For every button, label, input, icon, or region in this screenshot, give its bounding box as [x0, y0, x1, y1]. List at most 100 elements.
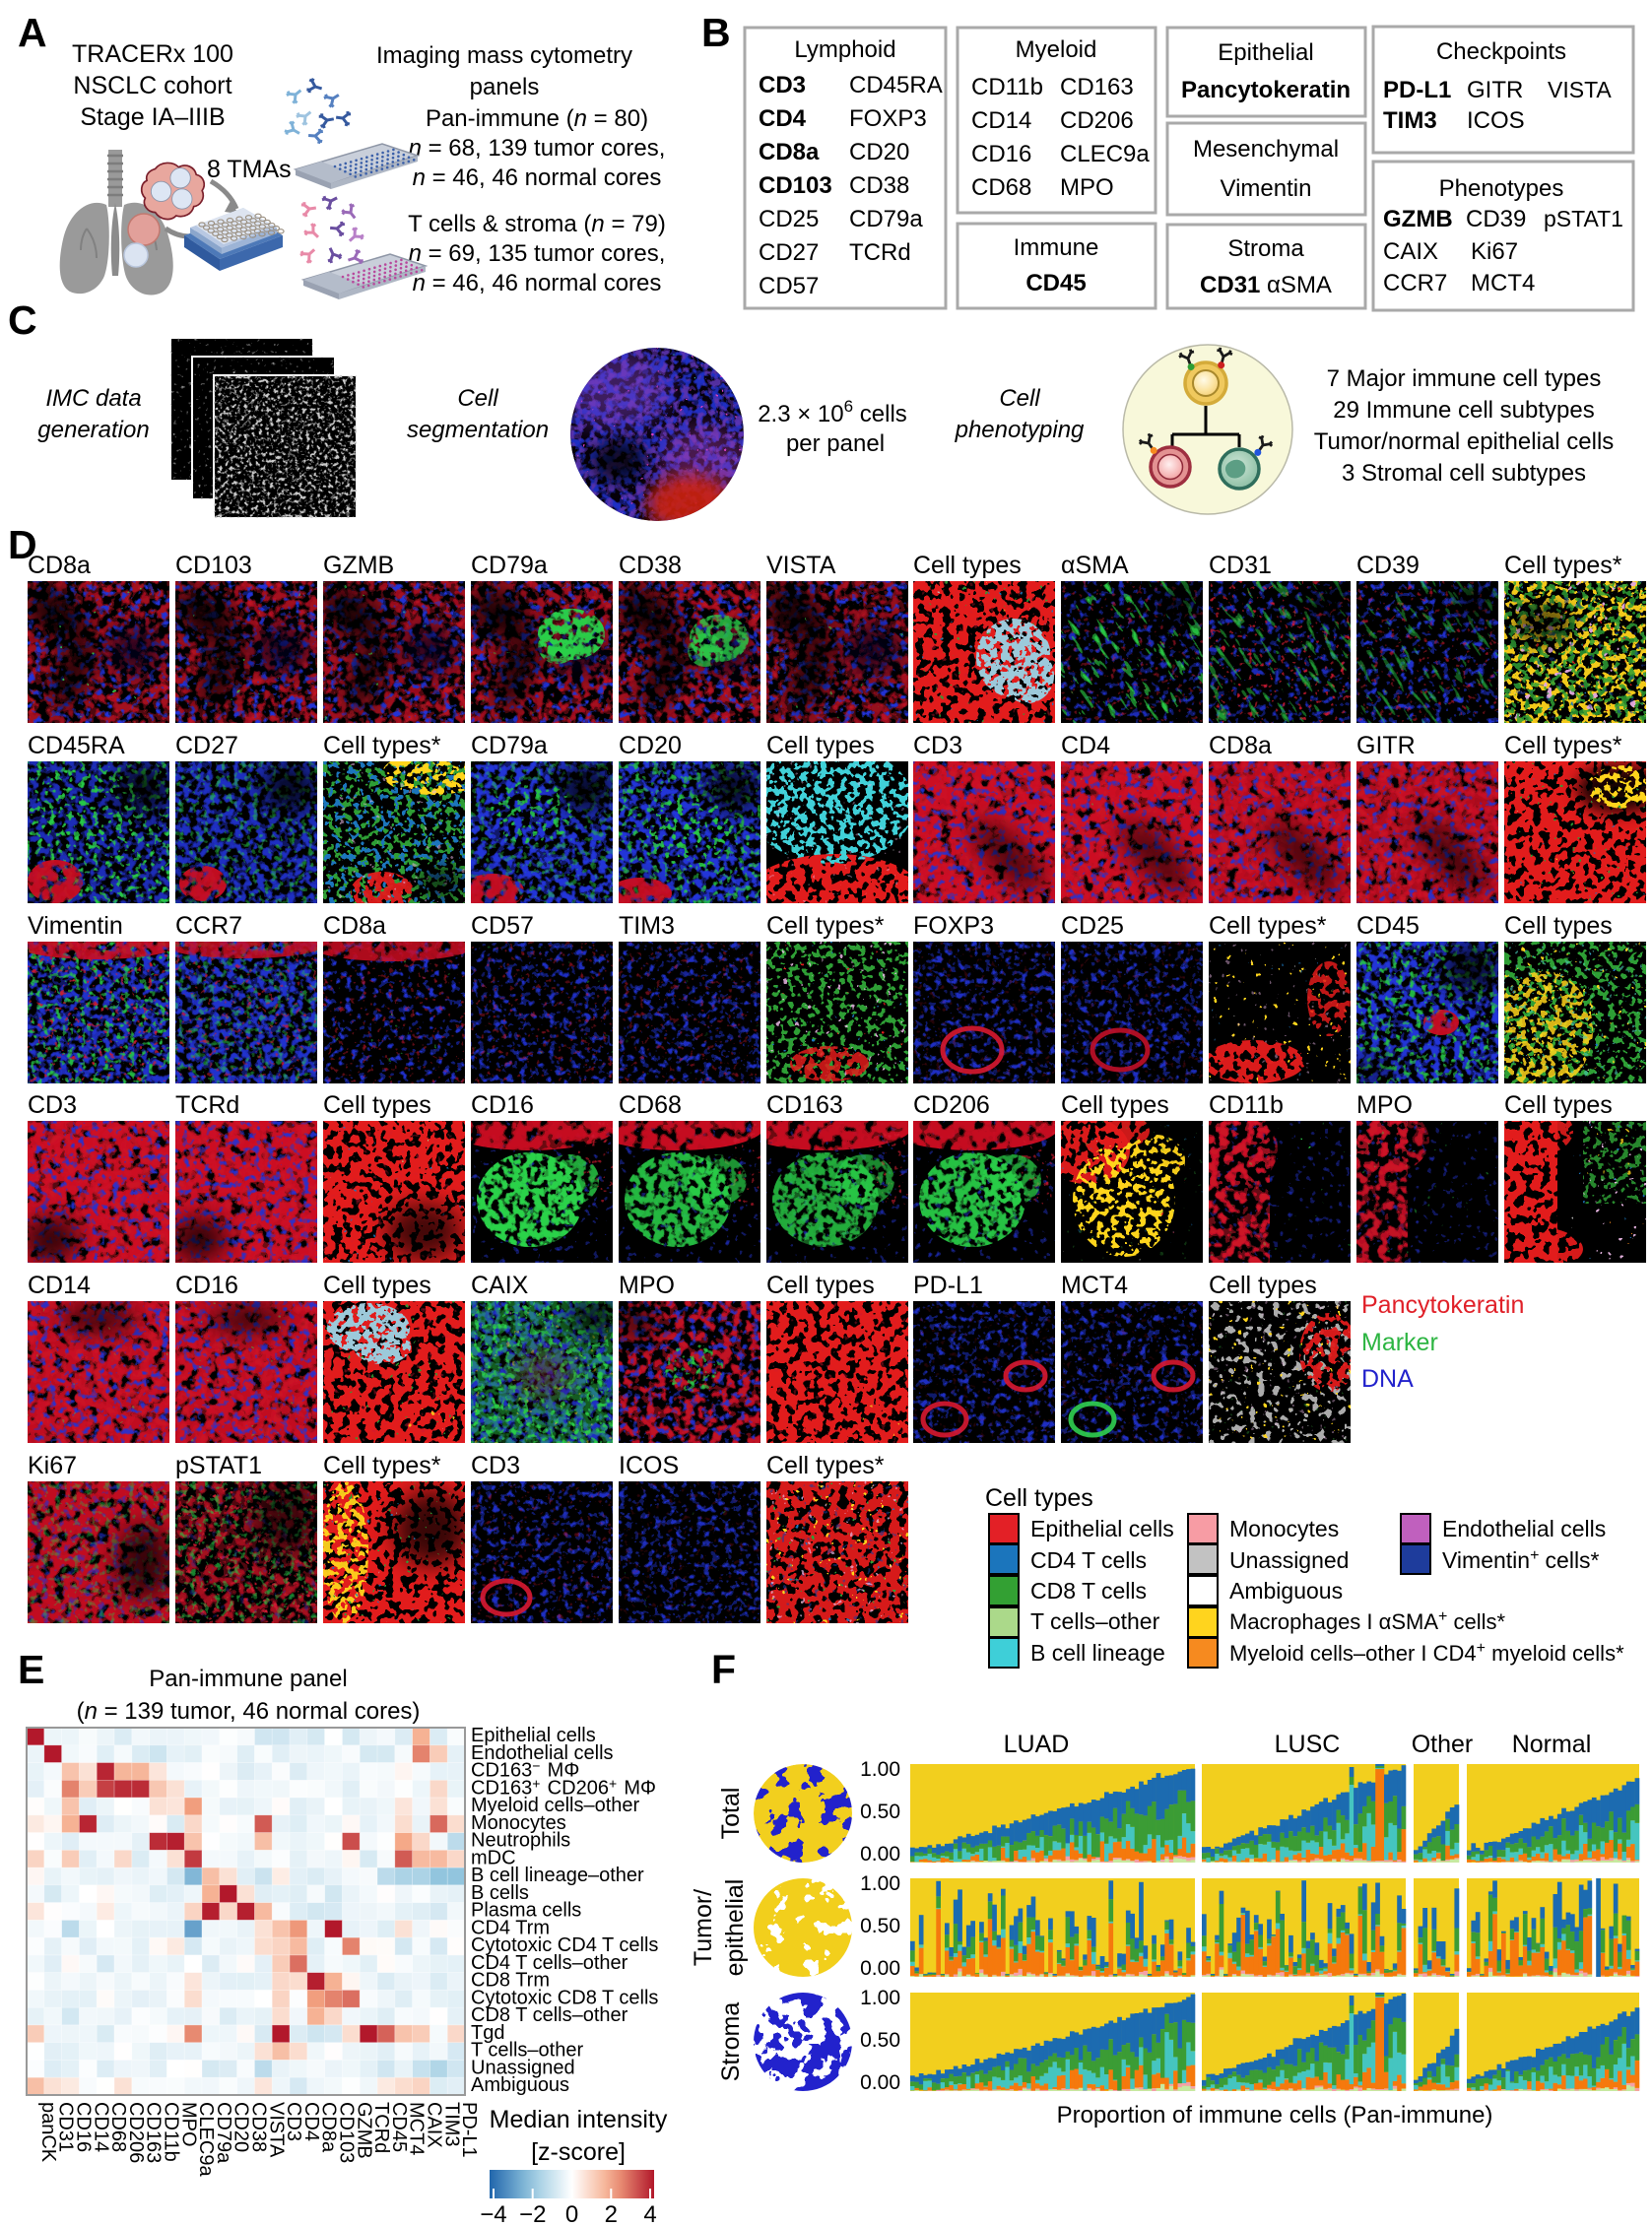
- svg-text:epithelial: epithelial: [721, 1879, 749, 1977]
- svg-text:MPO: MPO: [1060, 174, 1114, 201]
- svg-text:CD8a: CD8a: [323, 912, 386, 940]
- svg-text:CD68: CD68: [971, 174, 1031, 201]
- svg-text:GITR: GITR: [1356, 732, 1416, 759]
- svg-text:0.50: 0.50: [860, 1801, 900, 1823]
- svg-text:CD3: CD3: [283, 2102, 304, 2141]
- svg-text:[z-score]: [z-score]: [531, 2138, 626, 2166]
- svg-text:generation: generation: [37, 417, 149, 443]
- svg-text:CD103: CD103: [336, 2102, 358, 2163]
- svg-text:CD4 T cells–other: CD4 T cells–other: [471, 1952, 628, 1974]
- svg-text:Cytotoxic CD4 T cells: Cytotoxic CD4 T cells: [471, 1934, 658, 1956]
- svg-text:Endothelial cells: Endothelial cells: [471, 1742, 614, 1764]
- svg-text:CD16: CD16: [73, 2102, 95, 2152]
- svg-text:7 Major immune cell types: 7 Major immune cell types: [1327, 365, 1602, 392]
- svg-text:CD14: CD14: [90, 2102, 111, 2152]
- svg-text:CD163: CD163: [766, 1091, 843, 1119]
- svg-text:CD39: CD39: [1356, 552, 1420, 579]
- svg-text:2: 2: [605, 2201, 618, 2227]
- svg-text:Tumor/normal epithelial cells: Tumor/normal epithelial cells: [1314, 428, 1615, 455]
- svg-text:Lymphoid: Lymphoid: [794, 36, 895, 63]
- svg-text:CD206: CD206: [125, 2102, 147, 2163]
- svg-text:(n = 139 tumor, 46 normal core: (n = 139 tumor, 46 normal cores): [77, 1698, 421, 1725]
- svg-text:Tgd: Tgd: [471, 2022, 504, 2044]
- svg-text:B cells: B cells: [471, 1882, 529, 1904]
- svg-text:TIM3: TIM3: [440, 2102, 462, 2147]
- svg-text:3 Stromal cell subtypes: 3 Stromal cell subtypes: [1342, 460, 1586, 487]
- svg-text:4: 4: [643, 2201, 656, 2227]
- svg-text:CD8a: CD8a: [28, 552, 91, 579]
- svg-text:TRACERx 100: TRACERx 100: [72, 40, 233, 68]
- svg-text:Normal: Normal: [1512, 1731, 1592, 1758]
- svg-text:29 Immune cell subtypes: 29 Immune cell subtypes: [1333, 397, 1594, 424]
- svg-text:ICOS: ICOS: [1467, 107, 1525, 134]
- svg-text:VISTA: VISTA: [1548, 77, 1612, 102]
- svg-text:Cell types: Cell types: [1504, 912, 1613, 940]
- svg-text:CD79a: CD79a: [213, 2102, 234, 2164]
- svg-text:Imaging mass cytometry: Imaging mass cytometry: [376, 42, 632, 69]
- svg-text:Cell types: Cell types: [323, 1272, 431, 1299]
- svg-text:Cell types*: Cell types*: [766, 1452, 885, 1479]
- svg-text:Cell types*: Cell types*: [1504, 552, 1622, 579]
- svg-text:IMC data: IMC data: [45, 385, 141, 412]
- svg-text:Other: Other: [1412, 1731, 1474, 1758]
- svg-text:CD163: CD163: [143, 2102, 165, 2163]
- svg-text:CD57: CD57: [471, 912, 534, 940]
- svg-text:Total: Total: [717, 1788, 745, 1840]
- svg-text:Monocytes: Monocytes: [471, 1812, 566, 1834]
- svg-text:Epithelial: Epithelial: [1218, 39, 1313, 66]
- svg-text:Cell types: Cell types: [766, 1272, 875, 1299]
- svg-text:n = 69, 135 tumor cores,: n = 69, 135 tumor cores,: [409, 240, 666, 267]
- svg-text:CD57: CD57: [759, 273, 819, 299]
- svg-text:Cell types*: Cell types*: [323, 1452, 441, 1479]
- svg-text:CD4 T cells: CD4 T cells: [1030, 1547, 1147, 1573]
- svg-text:Neutrophils: Neutrophils: [471, 1830, 570, 1852]
- svg-text:Unassigned: Unassigned: [471, 2057, 575, 2078]
- svg-text:TCRd: TCRd: [175, 1091, 239, 1119]
- svg-text:CD68: CD68: [107, 2102, 129, 2152]
- svg-text:Ki67: Ki67: [1471, 238, 1518, 265]
- svg-text:−2: −2: [519, 2201, 546, 2227]
- svg-text:CD27: CD27: [759, 239, 819, 266]
- svg-text:Cell types: Cell types: [913, 552, 1022, 579]
- svg-text:CD8a: CD8a: [318, 2102, 340, 2153]
- svg-text:1.00: 1.00: [860, 1758, 900, 1781]
- svg-text:CD45: CD45: [1025, 270, 1086, 296]
- svg-text:0.00: 0.00: [860, 2071, 900, 2094]
- svg-text:ICOS: ICOS: [619, 1452, 679, 1479]
- svg-text:CD206: CD206: [1060, 107, 1134, 134]
- svg-text:CD3: CD3: [759, 72, 806, 98]
- svg-text:αSMA: αSMA: [1061, 552, 1129, 579]
- svg-text:CD45: CD45: [1356, 912, 1420, 940]
- svg-text:Cell types: Cell types: [1061, 1091, 1169, 1119]
- svg-text:VISTA: VISTA: [265, 2102, 287, 2158]
- svg-text:Unassigned: Unassigned: [1229, 1547, 1349, 1573]
- svg-text:MPO: MPO: [619, 1272, 675, 1299]
- svg-text:CLEC9a: CLEC9a: [195, 2102, 217, 2177]
- svg-text:PD-L1: PD-L1: [913, 1272, 983, 1299]
- svg-text:Monocytes: Monocytes: [1229, 1516, 1339, 1541]
- svg-text:Cell: Cell: [457, 385, 498, 412]
- svg-text:0.00: 0.00: [860, 1957, 900, 1980]
- svg-text:CD45RA: CD45RA: [28, 732, 125, 759]
- svg-text:Myeloid cells–other I CD4+ mye: Myeloid cells–other I CD4+ myeloid cells…: [1229, 1640, 1624, 1666]
- svg-text:0.00: 0.00: [860, 1843, 900, 1866]
- svg-text:CLEC9a: CLEC9a: [1060, 141, 1150, 167]
- svg-text:T cells–other: T cells–other: [471, 2040, 583, 2062]
- svg-text:Vimentin: Vimentin: [28, 912, 123, 940]
- svg-text:Cell types: Cell types: [1504, 1091, 1613, 1119]
- svg-text:CD16: CD16: [471, 1091, 534, 1119]
- svg-text:MCT4: MCT4: [406, 2102, 428, 2155]
- svg-text:TIM3: TIM3: [619, 912, 675, 940]
- svg-text:pSTAT1: pSTAT1: [1544, 206, 1623, 231]
- svg-text:MPO: MPO: [177, 2102, 199, 2147]
- svg-text:Pancytokeratin: Pancytokeratin: [1181, 77, 1351, 103]
- svg-text:CD16: CD16: [175, 1272, 238, 1299]
- svg-text:MCT4: MCT4: [1061, 1272, 1128, 1299]
- svg-text:DNA: DNA: [1361, 1365, 1414, 1393]
- svg-text:CD45: CD45: [388, 2102, 410, 2152]
- svg-text:0: 0: [565, 2201, 578, 2227]
- svg-text:phenotyping: phenotyping: [955, 417, 1085, 443]
- svg-text:Phenotypes: Phenotypes: [1439, 175, 1564, 202]
- svg-text:Cell types*: Cell types*: [1504, 732, 1622, 759]
- svg-text:Median intensity: Median intensity: [490, 2106, 668, 2133]
